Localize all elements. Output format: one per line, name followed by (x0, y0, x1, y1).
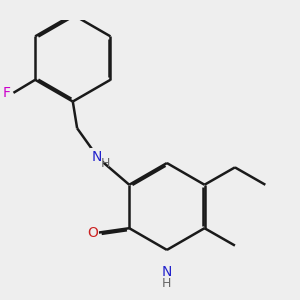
Text: H: H (101, 157, 110, 169)
Text: N: N (162, 265, 172, 279)
Text: H: H (162, 277, 172, 290)
Text: N: N (92, 149, 102, 164)
Text: F: F (3, 86, 11, 100)
Text: O: O (87, 226, 98, 239)
